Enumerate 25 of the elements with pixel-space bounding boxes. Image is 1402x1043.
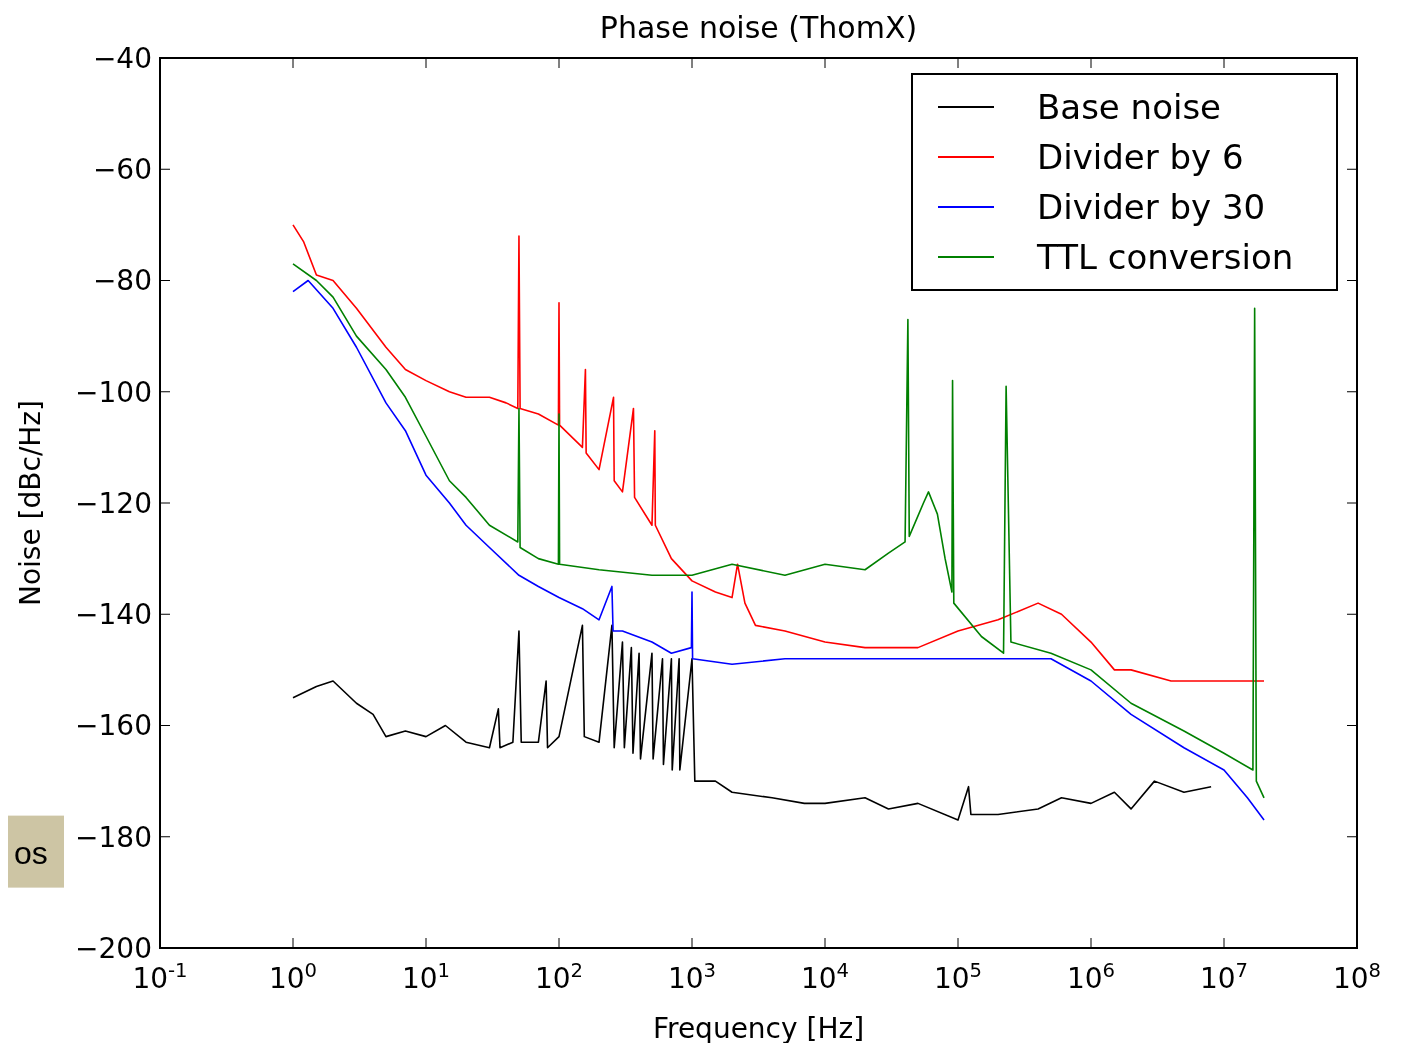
legend-label: TTL conversion <box>1036 236 1294 277</box>
x-tick-label: 10$^{4}$ <box>800 958 850 995</box>
y-tick-label: −120 <box>75 486 152 520</box>
x-tick-label: 10$^{8}$ <box>1332 958 1382 995</box>
y-tick-label: −160 <box>75 709 152 743</box>
legend-label: Divider by 30 <box>1037 186 1266 227</box>
x-tick-label: 10$^{5}$ <box>933 958 983 995</box>
x-tick-label: 10$^{3}$ <box>667 958 717 995</box>
text: os <box>14 834 48 871</box>
y-tick-label: −60 <box>92 153 152 187</box>
x-axis-title: Frequency [Hz] <box>652 1012 865 1043</box>
y-tick-label: −100 <box>75 375 152 409</box>
chart-title: Phase noise (ThomX) <box>599 10 918 45</box>
x-tick-label: 10$^{7}$ <box>1199 958 1249 995</box>
x-tick-label: 10$^{1}$ <box>401 958 451 995</box>
legend-label: Divider by 6 <box>1037 136 1244 177</box>
legend-label: Base noise <box>1037 86 1222 127</box>
x-tick-label: 10$^{2}$ <box>534 958 584 995</box>
y-tick-label: −40 <box>92 41 152 75</box>
y-tick-label: −140 <box>75 598 152 632</box>
x-tick-label: 10$^{0}$ <box>268 958 318 995</box>
y-axis-title: Noise [dBc/Hz] <box>14 400 47 606</box>
y-tick-label: −180 <box>75 820 152 854</box>
x-tick-label: 10$^{6}$ <box>1066 958 1116 995</box>
y-tick-label: −80 <box>92 264 152 298</box>
